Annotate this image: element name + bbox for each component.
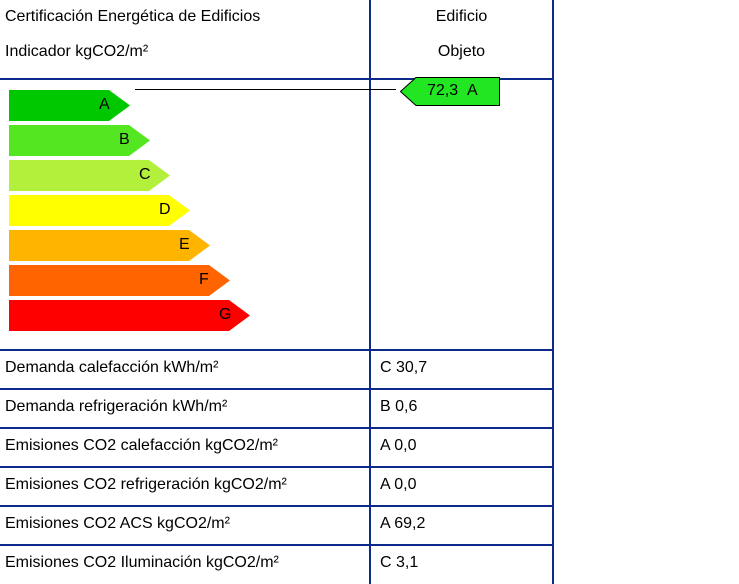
scale-bar-shape [9,300,250,331]
row-label: Emisiones CO2 refrigeración kgCO2/m² [5,476,287,493]
row-divider [0,349,554,351]
row-label: Emisiones CO2 Iluminación kgCO2/m² [5,554,279,571]
scale-bar-letter: G [219,306,232,323]
scale-bar-g: G [9,300,250,331]
row-value: C 30,7 [380,359,428,376]
scale-bar-shape [9,195,190,226]
scale-bar-a: A [9,90,130,121]
scale-bar-letter: C [139,166,151,183]
scale-bar-f: F [9,265,230,296]
scale-bar-letter: D [159,201,171,218]
column-divider [369,0,371,584]
row-value: A 0,0 [380,476,417,493]
row-value: B 0,6 [380,398,418,415]
rating-number: 72,3 [427,82,459,99]
row-label: Demanda refrigeración kWh/m² [5,398,228,415]
scale-bar-shape [9,90,130,121]
indicator-label: Indicador kgCO2/m² [5,43,149,60]
rating-pointer: 72,3 A [400,77,500,106]
scale-bar-shape [9,125,150,156]
scale-bar-shape [9,230,210,261]
column-subtitle: Objeto [437,43,486,60]
row-value: A 69,2 [380,515,426,532]
scale-bar-shape [9,265,230,296]
scale-bar-letter: E [179,236,190,253]
rating-leader-line [135,89,396,90]
right-border [552,0,554,584]
scale-bar-shape [9,160,170,191]
scale-bar-letter: B [119,131,130,148]
row-value: C 3,1 [380,554,419,571]
rating-letter: A [467,82,478,99]
row-divider [0,544,554,546]
scale-bar-letter: A [99,96,110,113]
scale-bar-e: E [9,230,210,261]
rating-value: 72,3 A [427,81,478,101]
row-label: Emisiones CO2 ACS kgCO2/m² [5,515,230,532]
row-value: A 0,0 [380,437,417,454]
row-label: Demanda calefacción kWh/m² [5,359,219,376]
row-divider [0,427,554,429]
scale-bar-letter: F [199,271,209,288]
row-label: Emisiones CO2 calefacción kgCO2/m² [5,437,278,454]
column-title: Edificio [435,8,488,25]
row-divider [0,505,554,507]
scale-bar-c: C [9,160,170,191]
scale-bar-b: B [9,125,150,156]
row-divider [0,388,554,390]
row-divider [0,466,554,468]
scale-bar-d: D [9,195,190,226]
header-divider [0,78,554,80]
page-title: Certificación Energética de Edificios [5,8,261,25]
